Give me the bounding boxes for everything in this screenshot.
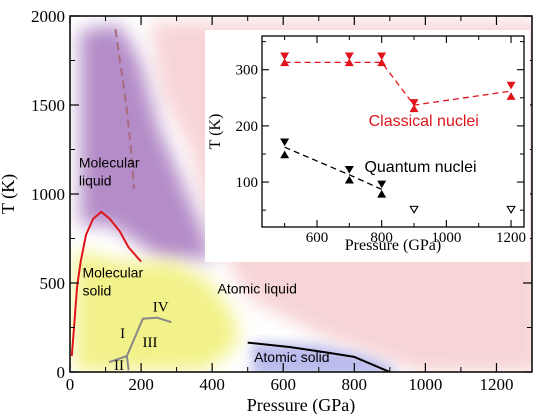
x-tick-label: 1000: [408, 375, 442, 394]
classical-nuclei-point-down: [409, 99, 419, 107]
region-label-line: Molecular: [82, 265, 143, 281]
classical-nuclei-fit-line: [284, 61, 512, 106]
atomic-solid-boundary: [247, 341, 391, 372]
inset-x-axis-title: Pressure (GPa): [345, 237, 441, 254]
inset-x-tick-label: 600: [306, 230, 329, 246]
x-tick-label: 800: [342, 375, 368, 394]
inset-x-tick-label: 1000: [431, 230, 461, 246]
molecular-solid-fill: [75, 250, 238, 372]
y-tick-label: 0: [57, 363, 66, 382]
classical-nuclei-point-down: [344, 52, 354, 61]
main-axes: 0 200 400 600 800 1000 1200 0 500 1000 1500 2000 Pre…: [0, 7, 533, 414]
quantum-nuclei-point-open: [409, 205, 419, 214]
region-label-molecular-solid: Molecular solid: [82, 265, 143, 299]
inset-plot: 600 800 1000 1200 100 200 300 Pressure (GPa) T (…: [205, 30, 530, 262]
quantum-nuclei-point-down: [280, 138, 290, 147]
classical-nuclei-point-up: [377, 58, 387, 67]
inset-x-tick-label: 800: [370, 230, 393, 246]
solid-phase-label-i: I: [120, 326, 125, 342]
quantum-nuclei-point-up: [377, 189, 387, 198]
legend-classical-nuclei: Classical nuclei: [369, 113, 479, 130]
classical-nuclei-point-up: [344, 58, 354, 67]
x-tick-label: 200: [128, 375, 154, 394]
y-tick-label: 2000: [31, 7, 65, 26]
classical-nuclei-point-up: [280, 58, 290, 67]
inset-frame: [261, 35, 525, 228]
quantum-nuclei-point-down: [344, 165, 354, 174]
solid-phase-label-iii: III: [142, 335, 157, 351]
x-tick-label: 400: [199, 375, 225, 394]
quantum-nuclei-point-up: [280, 150, 290, 159]
classical-nuclei-point-up: [409, 104, 419, 113]
inset-y-tick-label: 300: [236, 63, 259, 79]
quantum-nuclei-point-up: [344, 175, 354, 184]
solid-phase-label-ii: II: [114, 358, 124, 374]
solid-phase-boundary-2: [125, 355, 130, 371]
x-tick-label: 1200: [479, 375, 513, 394]
melting-line: [70, 210, 142, 357]
classical-nuclei-point-down: [280, 52, 290, 61]
inset-y-axis-title: T (K): [207, 114, 224, 150]
molecular-liquid-fill: [80, 25, 215, 260]
region-label-molecular-liquid: Molecular liquid: [79, 154, 140, 188]
dissociation-line: [114, 29, 135, 189]
region-label-line: Atomic solid: [254, 349, 329, 365]
y-tick-label: 500: [40, 274, 66, 293]
y-tick-label: 1500: [31, 96, 65, 115]
x-tick-label: 600: [270, 375, 296, 394]
region-label-line: solid: [82, 283, 111, 299]
inset-x-tick-label: 1200: [496, 230, 526, 246]
inset-y-tick-label: 100: [236, 175, 259, 191]
y-tick-label: 1000: [31, 185, 65, 204]
inset-y-tick-label: 200: [236, 119, 259, 135]
quantum-nuclei-point-open: [506, 205, 516, 214]
solid-phase-boundary-1: [108, 316, 172, 364]
solid-phase-label-iv: IV: [153, 299, 169, 315]
x-tick-label: 0: [66, 375, 75, 394]
phase-lines: [70, 29, 391, 372]
classical-nuclei-point-up: [506, 92, 516, 100]
region-label-line: Molecular: [79, 154, 140, 170]
region-label-atomic-liquid: Atomic liquid: [217, 281, 296, 297]
region-label-atomic-solid: Atomic solid: [254, 349, 329, 365]
x-axis-title: Pressure (GPa): [247, 395, 355, 414]
classical-nuclei-point-down: [377, 52, 387, 61]
y-axis-title: T (K): [0, 174, 19, 214]
region-label-line: Atomic liquid: [217, 281, 296, 297]
inset-content: 600 800 1000 1200 100 200 300 Pressure (GPa) T (…: [207, 35, 526, 254]
region-label-line: liquid: [79, 172, 112, 188]
classical-nuclei-point-down: [506, 81, 516, 90]
quantum-nuclei-point-down: [377, 180, 387, 189]
legend-quantum-nuclei: Quantum nuclei: [364, 159, 476, 176]
quantum-nuclei-fit-line: [284, 146, 382, 190]
region-labels: Molecular liquid Molecular solid Atomic liqu…: [79, 154, 330, 374]
atomic-solid-fill: [252, 342, 395, 372]
